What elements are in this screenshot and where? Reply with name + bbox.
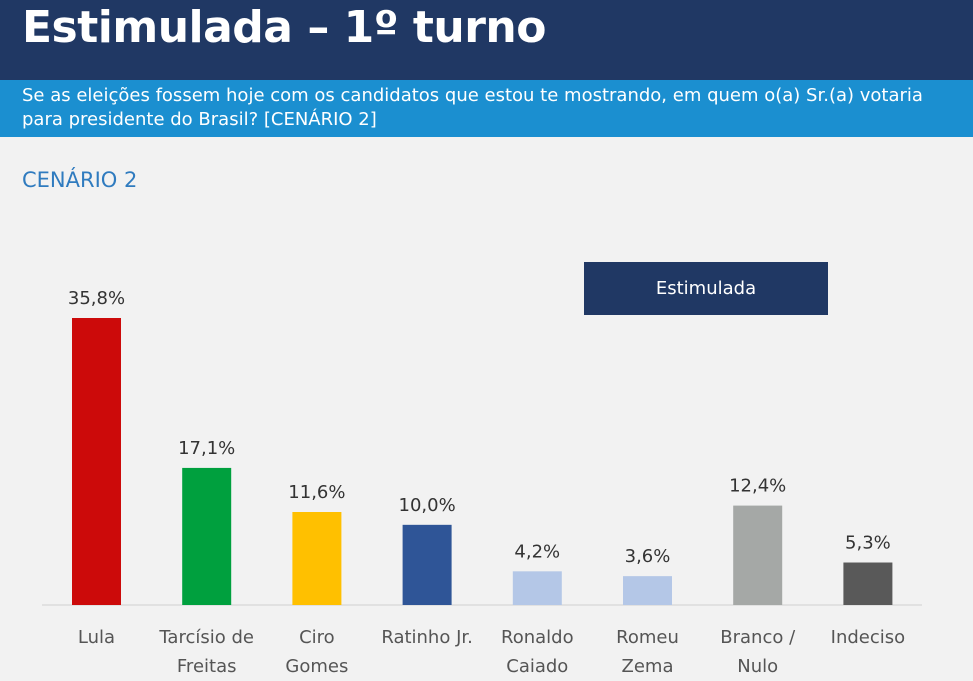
bar	[72, 318, 121, 605]
data-label: 10,0%	[399, 495, 456, 516]
page-title: Estimulada – 1º turno	[22, 2, 547, 53]
data-label: 5,3%	[845, 533, 891, 554]
bar	[292, 512, 342, 605]
bar	[182, 467, 232, 605]
category-label: Lula	[78, 627, 115, 648]
question-bar: Se as eleições fossem hoje com os candid…	[0, 80, 973, 137]
bar	[623, 576, 672, 605]
data-label: 35,8%	[68, 288, 125, 309]
category-label-line: Tarcísio de	[158, 627, 254, 648]
category-label-line: Romeu	[616, 627, 679, 648]
header-bar: Estimulada – 1º turno	[0, 0, 973, 80]
category-label-line: Zema	[622, 656, 674, 677]
category-label-line: Branco /	[720, 627, 796, 648]
legend-box: Estimulada	[584, 262, 828, 315]
data-label: 17,1%	[178, 438, 235, 459]
category-label-line: Ratinho Jr.	[381, 627, 473, 648]
category-label: Romeu Zema	[616, 627, 679, 677]
bar	[402, 524, 452, 605]
category-label-line: Ciro	[299, 627, 335, 648]
category-label-line: Freitas	[177, 656, 237, 677]
bar	[733, 505, 783, 605]
category-label: Indeciso	[831, 627, 906, 648]
category-label-line: Ronaldo	[501, 627, 574, 648]
bar	[843, 562, 893, 605]
legend-label: Estimulada	[655, 278, 757, 299]
data-label: 12,4%	[729, 476, 786, 497]
bar	[512, 571, 562, 605]
category-label-line: Indeciso	[831, 627, 906, 648]
category-label-line: Nulo	[737, 656, 778, 677]
data-label: 4,2%	[514, 541, 560, 562]
data-label: 3,6%	[625, 546, 671, 567]
question-text: Se as eleições fossem hoje com os candid…	[22, 85, 923, 130]
category-label-line: Gomes	[285, 656, 348, 677]
category-label: Tarcísio de Freitas	[158, 627, 254, 677]
category-label: Ratinho Jr.	[381, 627, 473, 648]
category-label-line: Caiado	[506, 656, 568, 677]
data-label: 11,6%	[288, 482, 345, 503]
category-label: Branco / Nulo	[720, 627, 796, 677]
scenario-label: CENÁRIO 2	[22, 168, 138, 192]
category-label-line: Lula	[78, 627, 115, 648]
category-label: Ronaldo Caiado	[501, 627, 574, 677]
category-label: Ciro Gomes	[285, 627, 348, 677]
